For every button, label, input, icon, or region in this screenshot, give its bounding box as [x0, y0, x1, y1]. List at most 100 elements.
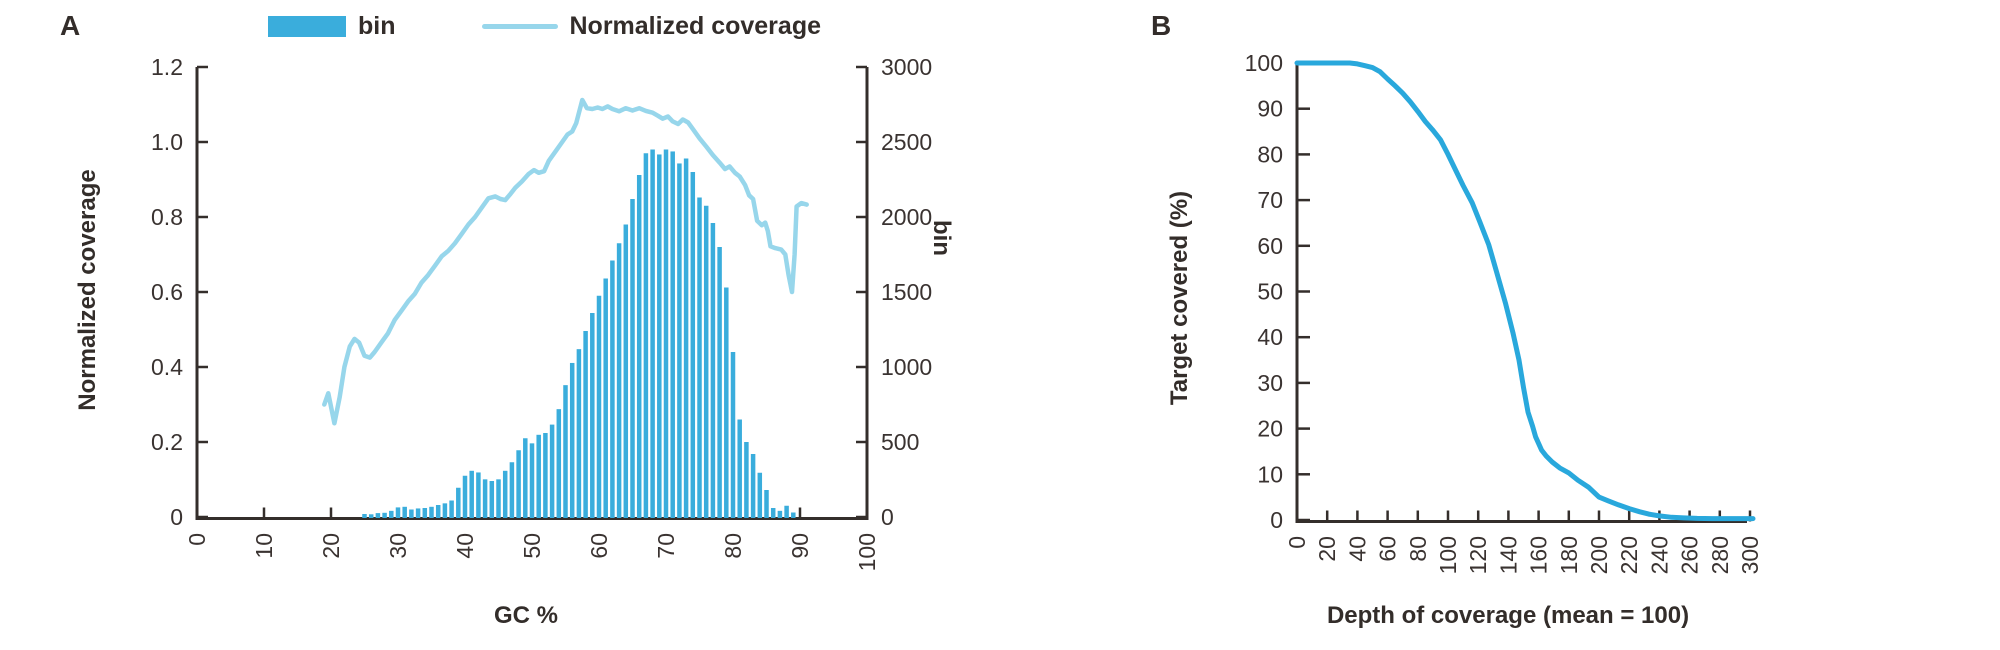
target-covered-polyline — [1294, 60, 1756, 522]
histogram-bar — [750, 454, 756, 518]
histogram-bar — [596, 295, 602, 518]
panel-b-left-axis-title: Target covered (%) — [1166, 190, 1193, 406]
histogram-bar — [650, 149, 655, 518]
histogram-bar — [469, 470, 474, 518]
histogram-bar — [616, 243, 622, 518]
histogram-bar — [482, 479, 488, 518]
histogram-bar — [435, 505, 441, 518]
histogram-bar — [724, 287, 729, 518]
histogram-bar — [791, 512, 796, 518]
histogram-bar — [476, 472, 481, 518]
x-tick-label: 200 — [1586, 536, 1612, 574]
x-tick-label: 80 — [720, 533, 746, 559]
legend-bin-label: bin — [358, 12, 396, 40]
x-tick-label: 220 — [1616, 536, 1642, 574]
x-tick-label: 280 — [1707, 536, 1733, 574]
left-tick-label: 0 — [170, 504, 183, 530]
histogram-bar — [677, 163, 682, 518]
histogram-bar — [409, 509, 414, 518]
histogram-bar — [375, 513, 381, 518]
x-tick-label: 40 — [1344, 536, 1370, 562]
histogram-bar — [543, 433, 548, 518]
histogram-bar — [462, 475, 468, 518]
histogram-bar — [657, 154, 662, 518]
left-tick-label: 0.2 — [151, 429, 183, 455]
panel-b-axes — [1295, 61, 1752, 523]
x-tick-label: 60 — [1375, 536, 1401, 562]
histogram-bar — [429, 506, 434, 518]
panel-a-tick-labels: 00.20.40.60.81.01.2050010001500200025003… — [151, 54, 932, 571]
histogram-bar — [569, 362, 575, 518]
histogram-bar — [576, 349, 582, 518]
histogram-bar — [757, 472, 763, 518]
histogram-bar — [389, 510, 394, 518]
histogram-bar — [603, 278, 608, 518]
x-tick-label: 50 — [519, 533, 545, 559]
right-tick-label: 2000 — [881, 204, 932, 230]
histogram-bar — [630, 199, 635, 518]
right-tick-label: 3000 — [881, 54, 932, 80]
panel-a-left-axis-title: Normalized coverage — [74, 169, 101, 411]
target-covered-line — [1294, 60, 1756, 522]
x-tick-label: 240 — [1646, 536, 1672, 574]
x-tick-label: 140 — [1495, 536, 1521, 574]
legend-line-label: Normalized coverage — [569, 12, 822, 40]
histogram-bar — [764, 490, 769, 518]
histogram-bar — [784, 505, 789, 518]
histogram-bar — [449, 500, 454, 518]
x-tick-label: 90 — [787, 533, 813, 559]
right-tick-label: 1500 — [881, 279, 932, 305]
left-tick-label: 0 — [1270, 507, 1283, 533]
panel-a-x-axis-title: GC % — [493, 602, 559, 629]
histogram-bar — [556, 409, 562, 518]
normalized-coverage-line — [322, 97, 809, 426]
histogram-bar — [670, 151, 675, 518]
histogram-bar — [382, 512, 387, 518]
histogram-bar — [717, 247, 722, 518]
histogram-bar — [697, 197, 702, 518]
histogram-bar — [610, 260, 615, 518]
normalized-coverage-polyline — [322, 97, 809, 426]
histogram-bar — [402, 506, 407, 518]
x-tick-label: 20 — [318, 533, 344, 559]
histogram-bar — [777, 510, 783, 518]
histogram-bar — [442, 503, 448, 518]
left-tick-label: 100 — [1245, 50, 1283, 76]
x-tick-label: 10 — [251, 533, 277, 559]
left-tick-label: 60 — [1257, 233, 1283, 259]
histogram-bar — [710, 223, 716, 518]
right-tick-label: 2500 — [881, 129, 932, 155]
x-tick-label: 60 — [586, 533, 612, 559]
histogram-bar — [623, 224, 629, 518]
histogram-bar — [415, 508, 421, 518]
left-tick-label: 0.6 — [151, 279, 183, 305]
histogram-bar — [737, 419, 742, 518]
x-tick-label: 30 — [385, 533, 411, 559]
x-tick-label: 100 — [1435, 536, 1461, 574]
x-tick-label: 20 — [1314, 536, 1340, 562]
left-tick-label: 70 — [1257, 187, 1283, 213]
histogram-bar — [362, 514, 367, 518]
legend-bin-swatch — [268, 16, 346, 37]
histogram-bar — [770, 508, 776, 518]
histogram-bar — [529, 443, 535, 518]
left-tick-label: 30 — [1257, 370, 1283, 396]
panel-b-x-axis-title: Depth of coverage (mean = 100) — [1326, 602, 1690, 629]
left-tick-label: 90 — [1257, 96, 1283, 122]
legend: bin Normalized coverage — [268, 12, 821, 41]
histogram-bar — [536, 434, 541, 518]
left-tick-label: 10 — [1257, 461, 1283, 487]
left-tick-label: 0.4 — [151, 354, 183, 380]
x-tick-label: 120 — [1465, 536, 1491, 574]
x-tick-label: 100 — [854, 533, 880, 571]
x-tick-label: 0 — [184, 533, 210, 546]
histogram-bar — [422, 508, 428, 518]
histogram-bar — [563, 385, 568, 518]
histogram-bar — [516, 450, 521, 518]
histogram-bar — [643, 153, 649, 518]
right-tick-label: 500 — [881, 429, 919, 455]
histogram-bar — [395, 507, 401, 518]
